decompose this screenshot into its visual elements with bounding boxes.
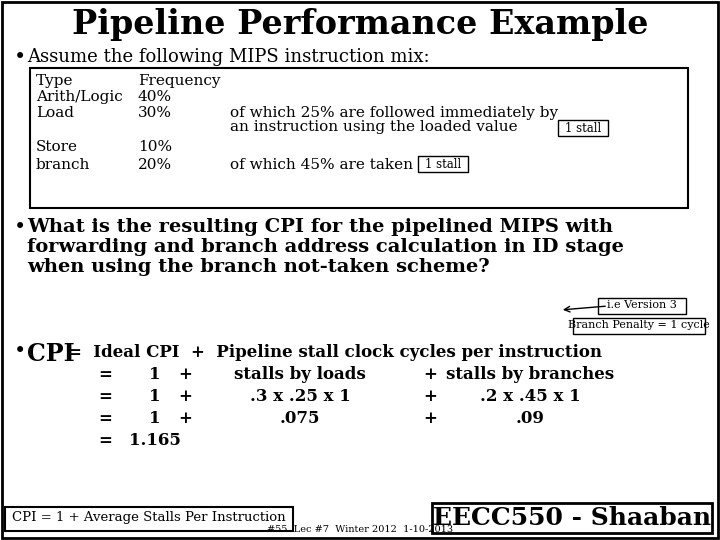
Text: +: + xyxy=(423,388,437,405)
Bar xyxy=(432,503,712,533)
Bar xyxy=(598,298,686,314)
Bar xyxy=(558,120,608,136)
Text: i.e Version 3: i.e Version 3 xyxy=(607,300,677,310)
Text: Assume the following MIPS instruction mix:: Assume the following MIPS instruction mi… xyxy=(27,48,430,66)
Text: Branch Penalty = 1 cycle: Branch Penalty = 1 cycle xyxy=(568,320,710,330)
Text: Frequency: Frequency xyxy=(138,74,220,88)
Text: stalls by branches: stalls by branches xyxy=(446,366,614,383)
Text: =: = xyxy=(98,410,112,427)
Text: Store: Store xyxy=(36,140,78,154)
Text: forwarding and branch address calculation in ID stage: forwarding and branch address calculatio… xyxy=(27,238,624,256)
Text: 30%: 30% xyxy=(138,106,172,120)
Text: 20%: 20% xyxy=(138,158,172,172)
Text: Pipeline Performance Example: Pipeline Performance Example xyxy=(72,8,648,41)
Text: 10%: 10% xyxy=(138,140,172,154)
Bar xyxy=(30,68,688,208)
Text: •: • xyxy=(14,342,26,361)
Text: =: = xyxy=(98,366,112,383)
Text: +: + xyxy=(423,410,437,427)
Text: 1.165: 1.165 xyxy=(129,432,181,449)
Text: CPI = 1 + Average Stalls Per Instruction: CPI = 1 + Average Stalls Per Instruction xyxy=(12,511,286,524)
Text: 1 stall: 1 stall xyxy=(425,158,461,171)
Text: •: • xyxy=(14,48,26,67)
Text: 1: 1 xyxy=(149,366,161,383)
Text: stalls by loads: stalls by loads xyxy=(234,366,366,383)
Text: 1: 1 xyxy=(149,410,161,427)
Text: EECC550 - Shaaban: EECC550 - Shaaban xyxy=(433,506,711,530)
Text: =  Ideal CPI  +  Pipeline stall clock cycles per instruction: = Ideal CPI + Pipeline stall clock cycle… xyxy=(68,344,602,361)
Text: #55  Lec #7  Winter 2012  1-10-2013: #55 Lec #7 Winter 2012 1-10-2013 xyxy=(267,525,453,534)
Bar xyxy=(418,156,468,172)
Text: Load: Load xyxy=(36,106,74,120)
Text: .075: .075 xyxy=(280,410,320,427)
Text: .09: .09 xyxy=(516,410,544,427)
Text: 1: 1 xyxy=(149,388,161,405)
Text: +: + xyxy=(423,366,437,383)
Text: •: • xyxy=(14,218,26,237)
Text: +: + xyxy=(178,388,192,405)
Text: +: + xyxy=(178,410,192,427)
Text: +: + xyxy=(178,366,192,383)
Text: 1 stall: 1 stall xyxy=(565,122,601,135)
Text: =: = xyxy=(98,388,112,405)
Text: CPI: CPI xyxy=(27,342,75,366)
Text: when using the branch not-taken scheme?: when using the branch not-taken scheme? xyxy=(27,258,490,276)
Text: Type: Type xyxy=(36,74,73,88)
Text: of which 25% are followed immediately by: of which 25% are followed immediately by xyxy=(230,106,558,120)
Text: .2 x .45 x 1: .2 x .45 x 1 xyxy=(480,388,580,405)
Text: of which 45% are taken: of which 45% are taken xyxy=(230,158,413,172)
Text: What is the resulting CPI for the pipelined MIPS with: What is the resulting CPI for the pipeli… xyxy=(27,218,613,236)
Text: 40%: 40% xyxy=(138,90,172,104)
Bar xyxy=(5,507,293,531)
Text: .3 x .25 x 1: .3 x .25 x 1 xyxy=(250,388,351,405)
Bar xyxy=(573,318,705,334)
Text: an instruction using the loaded value: an instruction using the loaded value xyxy=(230,120,518,134)
Text: branch: branch xyxy=(36,158,91,172)
Text: =: = xyxy=(98,432,112,449)
Text: Arith/Logic: Arith/Logic xyxy=(36,90,122,104)
